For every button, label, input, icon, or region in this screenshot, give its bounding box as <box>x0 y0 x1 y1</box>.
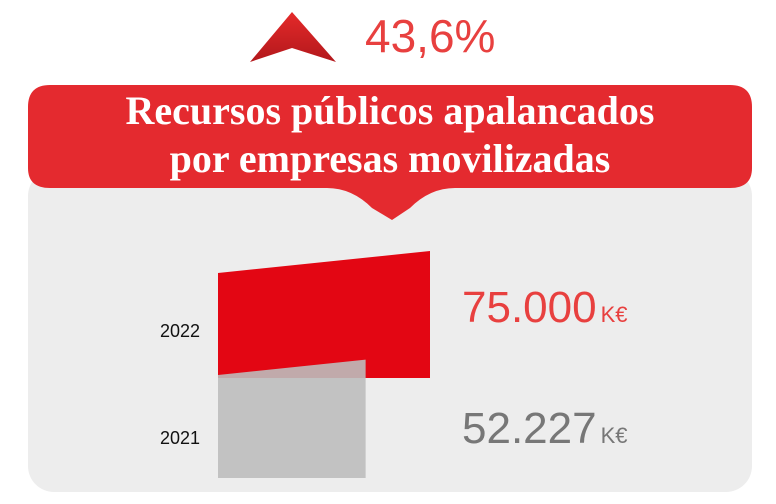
bar <box>218 251 430 378</box>
up-arrow <box>250 12 336 62</box>
category-label: 2022 <box>160 321 200 341</box>
chart-title: por empresas movilizadas <box>170 136 611 181</box>
value-unit: K€ <box>601 302 628 327</box>
value-number: 52.227 <box>462 404 597 453</box>
title-banner <box>28 85 752 220</box>
value-unit: K€ <box>601 423 628 448</box>
change-annotation: 43,6% <box>365 10 495 62</box>
category-label: 2021 <box>160 428 200 448</box>
bar <box>218 359 366 478</box>
chart-title: Recursos públicos apalancados <box>126 88 655 133</box>
value-label: 75.000 K€ <box>462 283 628 332</box>
value-number: 75.000 <box>462 283 597 332</box>
value-label: 52.227 K€ <box>462 404 628 453</box>
